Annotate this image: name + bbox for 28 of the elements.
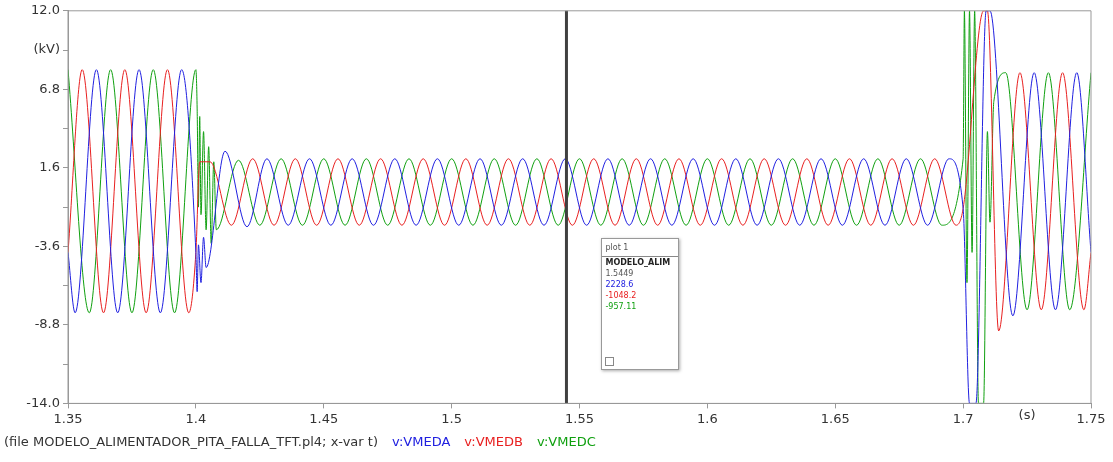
annotation: -957.11	[604, 301, 638, 312]
annotation: 2228.6	[604, 279, 635, 290]
x-tick-label: 1.45	[309, 410, 339, 426]
y-tick-label: -14.0	[26, 394, 60, 410]
annotation: -1048.2	[604, 290, 638, 301]
y-tick-label: 12.0	[31, 2, 60, 18]
x-tick-label: 1.75	[1076, 410, 1106, 426]
annotation: MODELO_ALIM	[604, 257, 672, 268]
x-tick-label: 1.7	[952, 410, 974, 426]
y-tick-label: 1.6	[39, 159, 60, 175]
y-tick-label: 6.8	[39, 80, 60, 96]
text: (file MODELO_ALIMENTADOR_PITA_FALLA_TFT.pl4; x-var t)	[4, 434, 378, 449]
x-tick-label: 1.35	[53, 410, 83, 426]
y-tick-label: -3.6	[34, 237, 60, 253]
text: v:VMEDC	[536, 434, 596, 449]
x-tick-label: 1.5	[441, 410, 462, 426]
x-axis-title: (s)	[1018, 407, 1036, 423]
x-tick-label: 1.4	[185, 410, 207, 426]
annotation: 1.5449	[604, 268, 635, 279]
x-tick-label: 1.65	[820, 410, 850, 426]
y-axis-title: (kV)	[33, 41, 60, 57]
text: v:VMEDB	[464, 434, 523, 449]
y-tick-label: -8.8	[34, 316, 60, 332]
line-series	[68, 10, 1091, 332]
x-tick-label: 1.6	[697, 410, 718, 426]
x-tick-label: 1.55	[565, 410, 594, 426]
annotation: plot 1	[602, 239, 679, 257]
text: v:VMEDA	[391, 434, 451, 449]
